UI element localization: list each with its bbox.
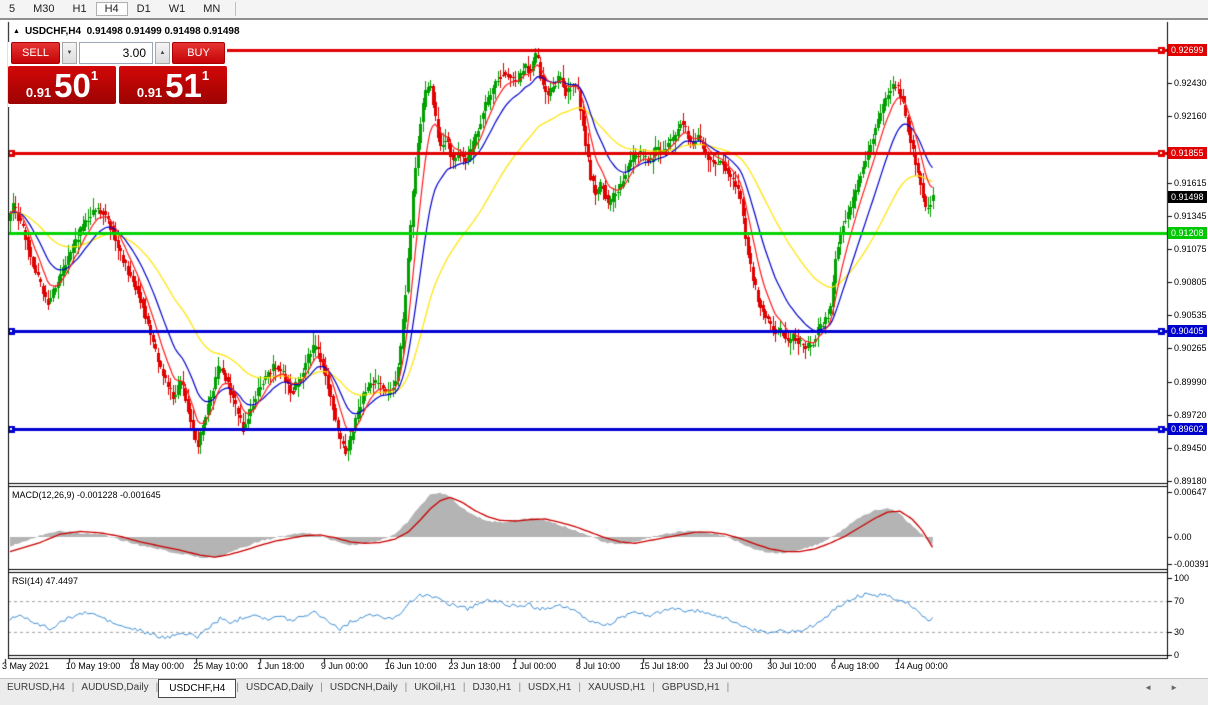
chart-ohlc-values: 0.91498 0.91499 0.91498 0.91498 (86, 26, 240, 37)
chart-tab-AUDUSD-Daily[interactable]: AUDUSD,Daily (81, 682, 149, 693)
time-axis-label: 14 Aug 00:00 (894, 661, 948, 671)
current-price-label: 0.91498 (1168, 191, 1207, 204)
price-axis-tick: 0.90535 (1174, 309, 1207, 320)
sell-price-sup: 1 (90, 68, 99, 83)
timeframe-button-MN[interactable]: MN (203, 3, 221, 15)
tab-separator: | (320, 682, 323, 693)
tab-separator: | (462, 682, 466, 693)
price-level-label: 0.90405 (1168, 324, 1207, 337)
rsi-indicator-label: RSI(14) 47.4497 (12, 576, 79, 586)
time-axis-label: 3 May 2021 (2, 661, 50, 671)
chart-symbol: USDCHF,H4 (24, 26, 82, 37)
volume-input[interactable] (79, 42, 153, 64)
price-axis-tick: 0.91345 (1174, 210, 1207, 221)
rsi-axis-tick: 100 (1174, 573, 1190, 583)
rsi-axis-tick: 0 (1174, 650, 1180, 660)
tab-separator: | (155, 682, 159, 693)
tab-separator: | (71, 682, 75, 693)
time-axis-label: 23 Jun 18:00 (448, 661, 501, 671)
time-axis-label: 23 Jul 00:00 (703, 661, 753, 671)
price-axis-tick: 0.90805 (1174, 276, 1207, 287)
tab-separator: | (652, 682, 655, 693)
chart-tab-DJ30-H1[interactable]: DJ30,H1 (472, 682, 512, 693)
macd-indicator-label: MACD(12,26,9) -0.001228 -0.001645 (12, 490, 161, 500)
price-level-label: 0.92699 (1168, 44, 1207, 57)
time-axis-label: 6 Aug 18:00 (831, 661, 880, 671)
price-axis-tick: 0.90265 (1174, 342, 1207, 353)
chart-tab-UKOil-H1[interactable]: UKOil,H1 (414, 682, 456, 693)
time-axis-label: 1 Jul 00:00 (512, 661, 557, 671)
buy-price-big: 51 (165, 67, 202, 104)
tab-separator: | (236, 682, 239, 693)
macd-axis-tick: 0.00647 (1174, 487, 1207, 497)
price-axis-tick: 0.89450 (1174, 442, 1207, 453)
timeframe-button-5[interactable]: 5 (9, 3, 16, 15)
tab-separator: | (404, 682, 408, 693)
chart-tab-USDCHF-H4[interactable]: USDCHF,H4 (158, 679, 237, 698)
chart-tab-EURUSD-H4[interactable]: EURUSD,H4 (7, 682, 65, 693)
buy-price-small: 0.91 (136, 85, 163, 100)
chart-tab-USDCNH-Daily[interactable]: USDCNH,Daily (329, 682, 398, 693)
rsi-axis-tick: 70 (1174, 596, 1185, 607)
time-axis-label: 9 Jun 00:00 (320, 661, 368, 671)
chart-title: ▲ USDCHF,H4 0.91498 0.91499 0.91498 0.914… (13, 26, 240, 37)
time-axis-label: 10 May 19:00 (65, 661, 121, 671)
timeframe-button-H4[interactable]: H4 (95, 2, 128, 16)
timeframe-button-W1[interactable]: W1 (168, 3, 186, 15)
macd-axis-tick: 0.00 (1174, 532, 1192, 542)
time-axis-label: 18 May 00:00 (129, 661, 185, 671)
chart-tab-USDCAD-Daily[interactable]: USDCAD,Daily (245, 682, 314, 693)
rsi-axis-tick: 30 (1174, 626, 1185, 637)
price-level-label: 0.91855 (1168, 147, 1207, 160)
time-axis-label: 15 Jul 18:00 (639, 661, 689, 671)
time-axis-label: 16 Jun 10:00 (384, 661, 437, 671)
price-axis-tick: 0.91075 (1174, 243, 1207, 254)
chart-tab-USDX-H1[interactable]: USDX,H1 (528, 682, 572, 693)
buy-price-sup: 1 (201, 68, 210, 83)
sell-price-panel[interactable]: 0.91 50 1 (8, 66, 116, 104)
time-axis-label: 25 May 10:00 (193, 661, 248, 671)
volume-decrease-button[interactable]: ▼ (62, 42, 77, 64)
price-axis-tick: 0.89180 (1174, 475, 1207, 486)
timeframe-toolbar: 5 M30 H1 H4 D1 W1 MN (0, 0, 1208, 20)
price-axis-tick: 0.92430 (1174, 77, 1207, 88)
toolbar-separator (235, 2, 237, 16)
price-axis-tick: 0.91615 (1174, 177, 1207, 188)
tab-separator: | (578, 682, 582, 693)
buy-button[interactable]: BUY (172, 42, 225, 64)
macd-axis-tick: -0.003916 (1174, 559, 1208, 570)
price-axis-tick: 0.89990 (1174, 376, 1207, 387)
price-axis-tick: 0.92160 (1174, 111, 1207, 121)
price-axis-tick: 0.89720 (1174, 409, 1207, 420)
sell-button[interactable]: SELL (11, 42, 60, 64)
tab-separator: | (518, 682, 522, 693)
sell-price-big: 50 (54, 67, 91, 104)
chart-tab-XAUUSD-H1[interactable]: XAUUSD,H1 (588, 682, 646, 693)
time-axis-label: 30 Jul 10:00 (767, 661, 817, 671)
buy-price-panel[interactable]: 0.91 51 1 (119, 66, 227, 104)
timeframe-button-D1[interactable]: D1 (136, 3, 151, 15)
collapse-icon[interactable]: ▲ (13, 28, 20, 35)
time-axis-label: 8 Jul 10:00 (575, 661, 620, 671)
timeframe-button-M30[interactable]: M30 (33, 3, 55, 15)
tab-scroll-arrows[interactable]: ◄► (1144, 683, 1196, 692)
time-axis-label: 1 Jun 18:00 (257, 661, 305, 671)
volume-increase-button[interactable]: ▲ (155, 42, 170, 64)
price-level-label: 0.89602 (1168, 423, 1207, 436)
price-level-label: 0.91208 (1168, 226, 1207, 239)
timeframe-button-H1[interactable]: H1 (72, 3, 87, 15)
sell-price-small: 0.91 (25, 85, 52, 100)
chart-tab-bar: EURUSD,H4 | AUDUSD,Daily | USDCHF,H4 | USDCAD,… (0, 678, 1208, 705)
chart-tab-GBPUSD-H1[interactable]: GBPUSD,H1 (661, 682, 720, 693)
tab-separator: | (726, 682, 730, 693)
